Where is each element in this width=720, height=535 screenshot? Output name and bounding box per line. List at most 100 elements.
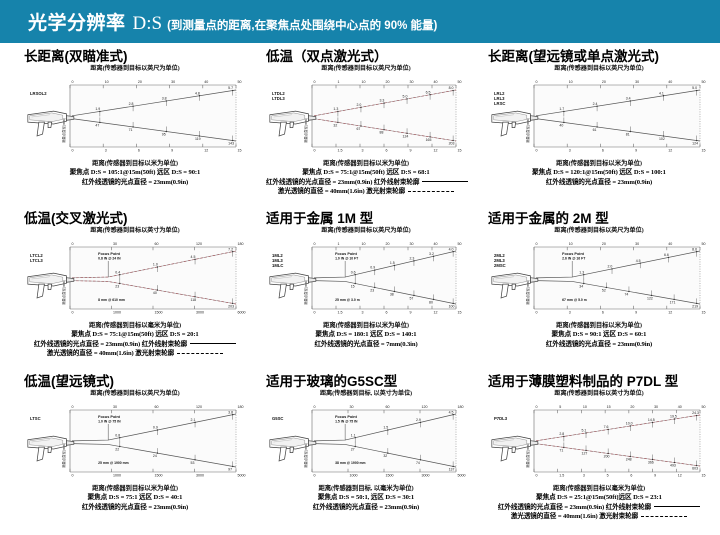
model-code: LRL3 xyxy=(494,96,505,101)
axis-label-bottom: 距离(传感器到目标以毫米为单位) xyxy=(552,485,646,492)
model-code: 1MLC xyxy=(272,263,283,268)
svg-text:1000: 1000 xyxy=(113,474,121,478)
header-ds-label: D:S xyxy=(132,13,163,34)
svg-text:34: 34 xyxy=(579,284,583,288)
svg-text:3.4: 3.4 xyxy=(626,97,631,101)
svg-text:60: 60 xyxy=(155,242,159,246)
axis-label-bottom: 距离(传感器到目标以米为单位) xyxy=(92,160,178,167)
svg-text:3: 3 xyxy=(362,311,364,315)
model-code: 2ML2 xyxy=(494,253,505,258)
svg-text:95: 95 xyxy=(162,132,166,136)
ir-beam-legend-line xyxy=(190,343,237,345)
svg-text:74: 74 xyxy=(624,292,628,296)
svg-text:200: 200 xyxy=(604,454,610,458)
svg-text:测量点直径(mm): 测量点直径(mm) xyxy=(61,280,66,305)
model-code: 2MSC xyxy=(494,263,506,268)
svg-text:0: 0 xyxy=(536,474,538,478)
svg-text:118: 118 xyxy=(191,298,197,302)
svg-text:5.0: 5.0 xyxy=(403,95,408,99)
svg-text:3: 3 xyxy=(362,149,364,153)
svg-text:53: 53 xyxy=(191,461,195,465)
svg-text:74: 74 xyxy=(416,461,420,465)
spec-line: 红外线透镜的光点直径 = 23mm(0.9in) xyxy=(312,503,420,511)
svg-text:0: 0 xyxy=(72,405,74,409)
svg-text:4.5: 4.5 xyxy=(191,255,196,259)
svg-text:219: 219 xyxy=(692,304,698,308)
panel-title: 长距离(望远镜或单点激光式) xyxy=(488,49,659,64)
svg-text:15: 15 xyxy=(702,474,706,478)
svg-text:30: 30 xyxy=(350,405,354,409)
svg-text:6.6: 6.6 xyxy=(664,253,669,257)
svg-text:测量点直径(mm): 测量点直径(mm) xyxy=(525,443,530,468)
axis-label-bottom: 距离(传感器到目标以米为单位) xyxy=(92,485,178,492)
beam-profile-chart: 0 1 10 20 30 40 50 0 1.5 3 6 9 12 15 0.6 0.9 1.5 2.3 3.2 4.… xyxy=(269,242,462,315)
svg-text:40: 40 xyxy=(434,242,438,246)
model-code: LTDL3 xyxy=(272,96,285,101)
svg-text:测量点直径(mm): 测量点直径(mm) xyxy=(525,280,530,305)
svg-text:1.5: 1.5 xyxy=(383,426,388,430)
svg-text:1500: 1500 xyxy=(155,311,163,315)
svg-text:Focus Point: Focus Point xyxy=(335,252,357,256)
svg-text:2.8: 2.8 xyxy=(129,102,134,106)
svg-text:1.9: 1.9 xyxy=(95,107,100,111)
panel-glass-g5sc: 适用于玻璃的G5SC型 距离(传感器到目标, 以英寸为单位) 0 30 60 120 180… xyxy=(266,374,466,512)
ir-beam-legend-line xyxy=(654,506,701,508)
svg-text:6: 6 xyxy=(386,149,388,153)
svg-text:2.3: 2.3 xyxy=(409,256,414,260)
axis-label-top: 距离(传感器到目标以英寸为单位) xyxy=(554,390,644,397)
svg-text:120: 120 xyxy=(422,405,428,409)
chart-container: 0 10 20 30 40 50 0 3 6 9 12 15 1.3 2.0 4.5 6.6 8.6 34 52 74… xyxy=(488,235,710,321)
chart-container: 0 30 60 120 180 0 1000 1500 3000 5000 0.8 0.9 2.1 3.8… xyxy=(24,398,246,484)
svg-text:10: 10 xyxy=(583,405,587,409)
svg-text:32: 32 xyxy=(333,123,337,127)
svg-text:80: 80 xyxy=(429,300,433,304)
svg-text:9: 9 xyxy=(410,311,412,315)
svg-text:0: 0 xyxy=(314,311,316,315)
svg-text:119: 119 xyxy=(195,137,201,141)
svg-text:15: 15 xyxy=(702,149,706,153)
svg-text:0: 0 xyxy=(314,149,316,153)
svg-text:3000: 3000 xyxy=(196,311,204,315)
svg-text:50: 50 xyxy=(702,405,706,409)
spec-line: 红外线透镜的光点直径 = 23mm(0.9in) xyxy=(81,178,189,186)
svg-text:10: 10 xyxy=(362,242,366,246)
svg-text:3: 3 xyxy=(569,311,571,315)
svg-text:2.4: 2.4 xyxy=(593,102,598,106)
svg-text:6: 6 xyxy=(630,474,632,478)
spec-line: 聚焦点 D:S = 120:1@15m(50ft) 远区 D:S = 100:1 xyxy=(532,169,666,176)
chart-container: 0 30 60 120 180 0 1000 1500 3000 5000 1.1 1.5 2.9 4.5… xyxy=(266,398,466,484)
spec-line: 聚焦点 D:S = 90:1 远区 D:S = 60:1 xyxy=(551,331,647,338)
panel-low-temp-cross-laser: 低温(交叉激光式) 距离(传感器到目标以英寸为单位) 0 30 60 120 180 0 100… xyxy=(24,211,246,359)
svg-text:81: 81 xyxy=(626,132,630,136)
ir-beam-legend-line xyxy=(422,181,469,183)
svg-text:23: 23 xyxy=(115,284,119,288)
svg-text:50: 50 xyxy=(702,80,706,84)
spec-line: 红外线透镜的光点直径 = 23mm(0.9in) xyxy=(545,178,653,186)
svg-text:15: 15 xyxy=(607,405,611,409)
svg-text:4.5: 4.5 xyxy=(449,410,454,414)
beam-profile-chart: 0 10 20 30 40 50 0 3 6 9 12 15 1.3 2.0 4.5 6.6 8.6 34 52 74… xyxy=(491,242,706,315)
spec-line: 聚焦点 D:S = 180:1 远区 D:S = 140:1 xyxy=(315,331,417,338)
spec-line: 红外线透镜的光点直径 = 23mm(0.9in) 红外线射束轮廓 xyxy=(488,503,710,513)
svg-text:15: 15 xyxy=(238,149,242,153)
model-code: LTCL2 xyxy=(30,253,43,258)
svg-text:0: 0 xyxy=(72,149,74,153)
panel-metal-1m: 适用于金属 1M 型距离(传感器到目标以英尺为单位) 0 1 10 20 30 40 50 0 1… xyxy=(266,211,466,349)
svg-text:0.6: 0.6 xyxy=(351,270,356,274)
svg-text:32: 32 xyxy=(383,454,387,458)
laser-beam-legend-line xyxy=(177,352,224,354)
beam-profile-chart: 0 30 60 120 180 0 1000 1500 3000 6000 0.4 1.0 4.5 7.2… xyxy=(27,242,246,315)
svg-text:67 mm @ 5.0 m: 67 mm @ 5.0 m xyxy=(562,298,587,302)
svg-text:15: 15 xyxy=(458,149,462,153)
svg-text:3.3: 3.3 xyxy=(380,99,385,103)
svg-text:2.6 IN @ 16 FT: 2.6 IN @ 16 FT xyxy=(562,256,586,260)
svg-text:1.0 IN @ 75 IN: 1.0 IN @ 75 IN xyxy=(98,419,121,423)
svg-text:24: 24 xyxy=(153,454,157,458)
beam-profile-chart: 0 1 10 20 30 40 50 0 1.5 3 6 9 12 15 1.3 2.0 3.3 5.0 6.5 8.… xyxy=(269,80,462,153)
svg-text:25 mm @ 3.0 m: 25 mm @ 3.0 m xyxy=(335,298,360,302)
svg-text:30: 30 xyxy=(171,80,175,84)
spec-line: 激光透镜的直径 = 40mm(1.6in) 激光射束轮廓 xyxy=(24,349,246,359)
svg-text:1.5: 1.5 xyxy=(390,261,395,265)
svg-text:测量点直径(mm): 测量点直径(mm) xyxy=(525,118,530,143)
svg-text:1.5: 1.5 xyxy=(338,311,343,315)
